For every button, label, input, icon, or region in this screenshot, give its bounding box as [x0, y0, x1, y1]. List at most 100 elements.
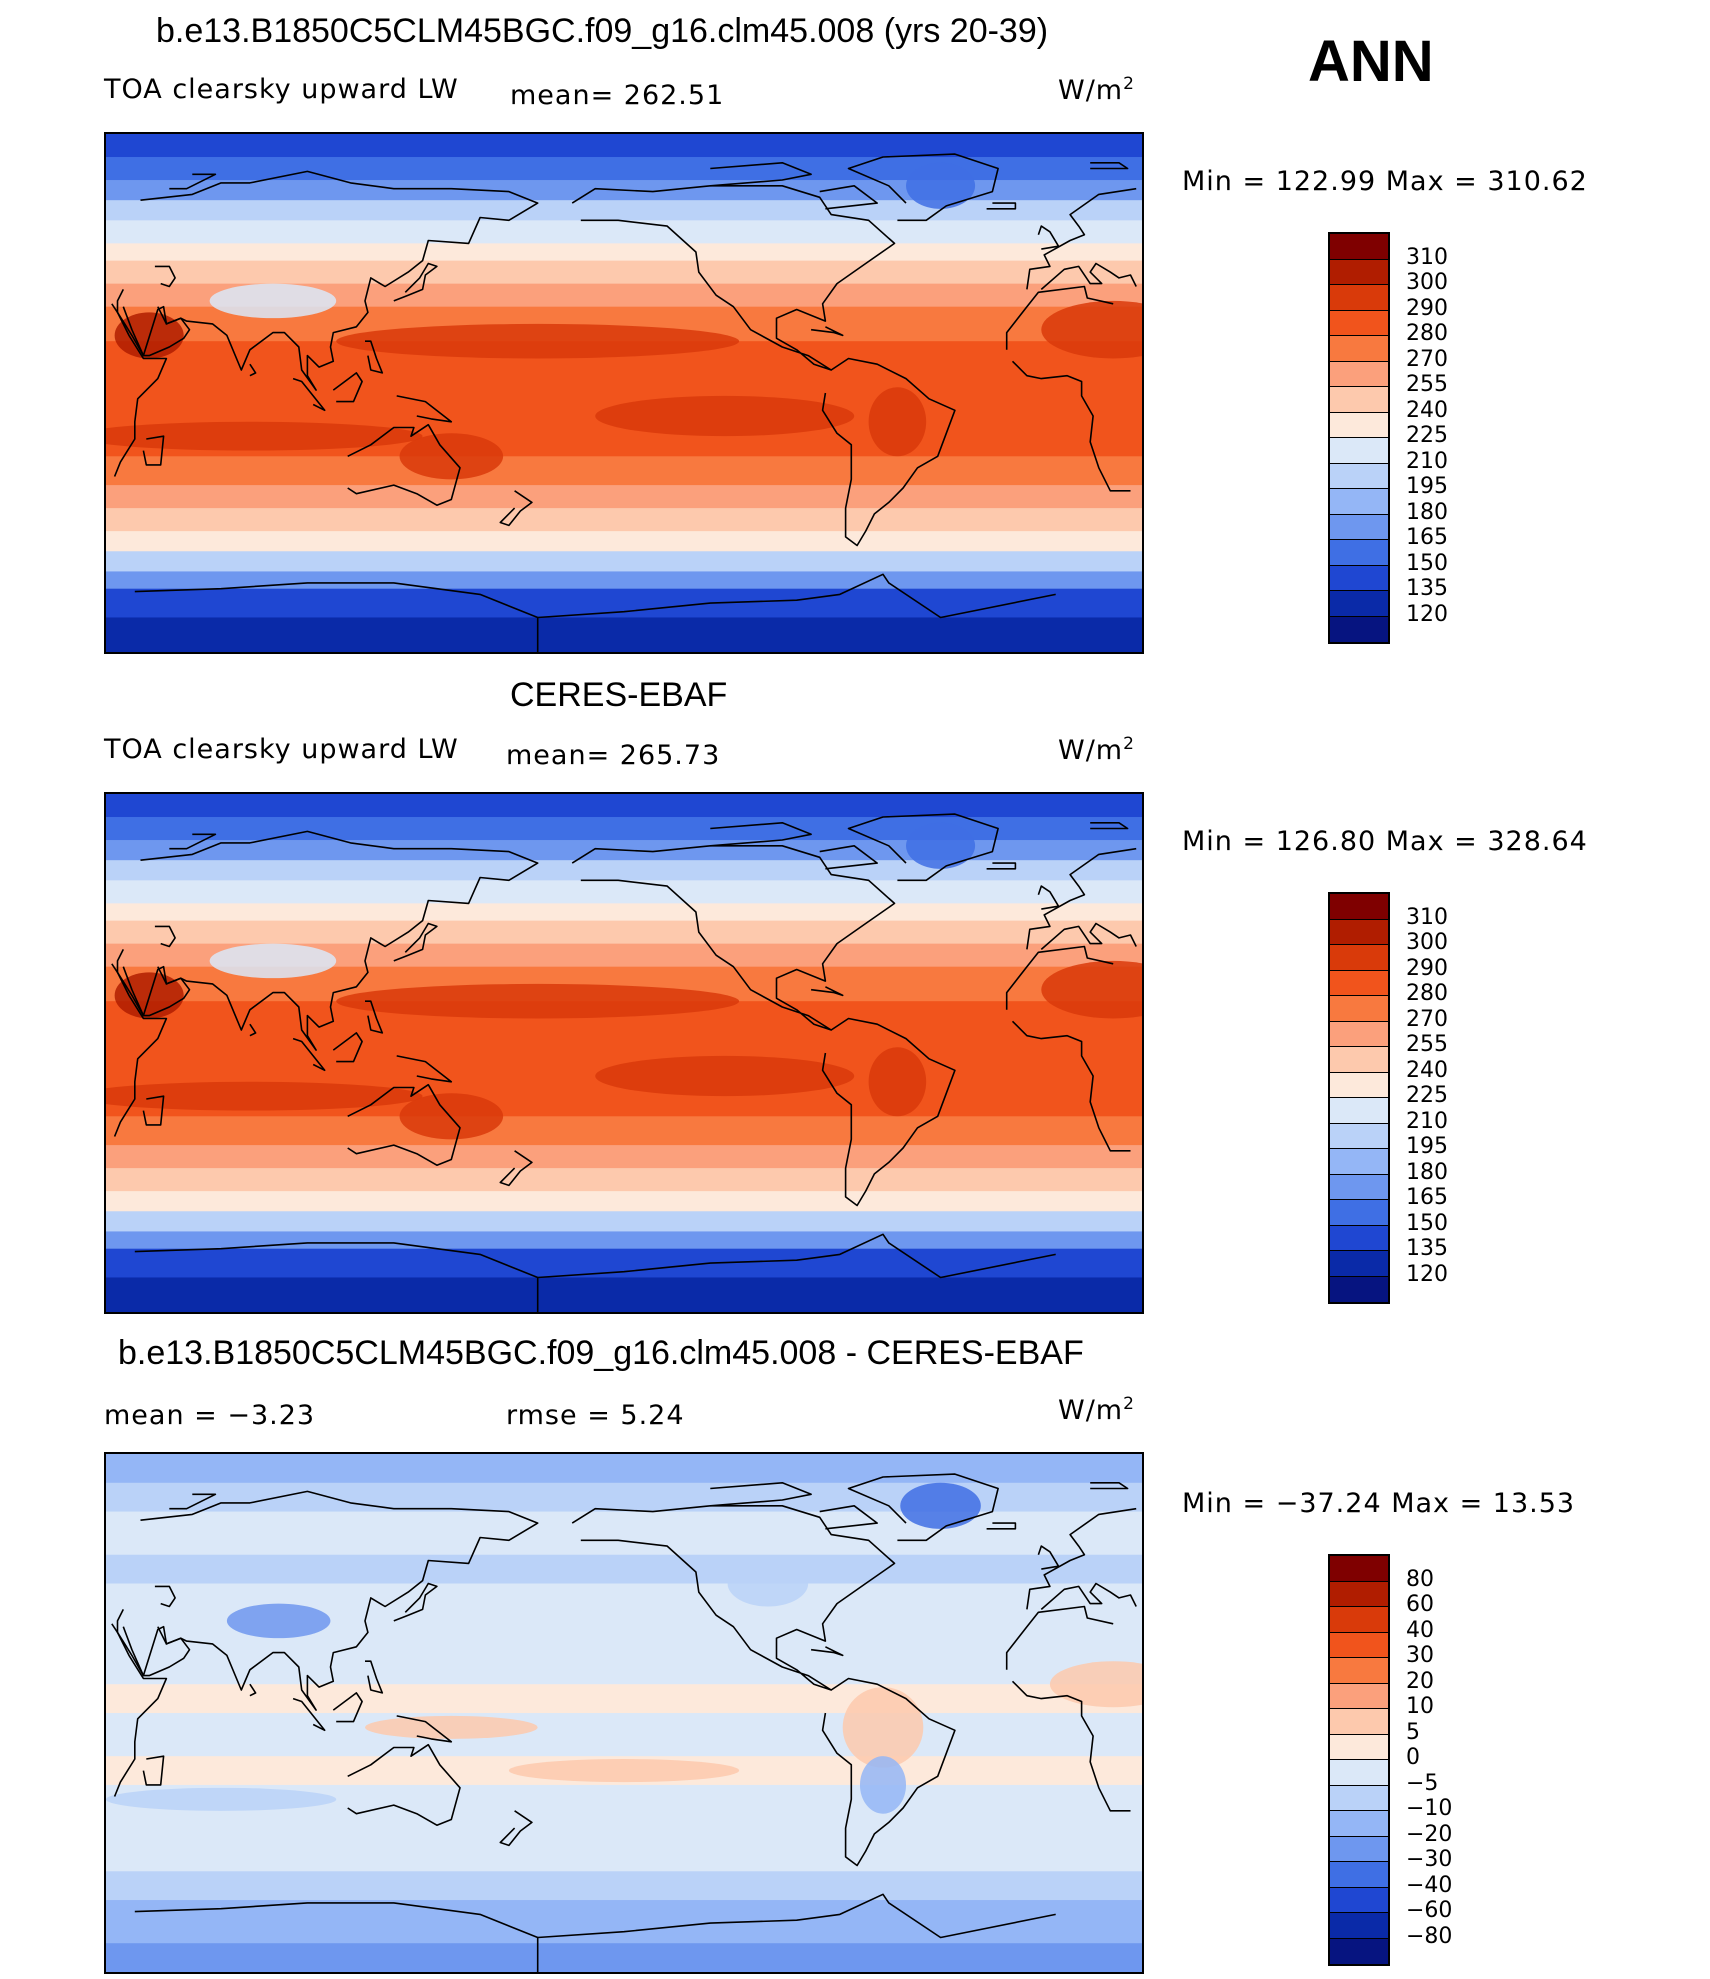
colorbar-tick-label: 225	[1406, 423, 1448, 448]
contour-band	[106, 1900, 1142, 1945]
coastline	[819, 184, 879, 210]
coastline	[122, 306, 191, 357]
coastline	[1090, 161, 1129, 170]
contour-map	[106, 794, 1142, 1312]
colorbar-swatch	[1330, 1021, 1388, 1047]
colorbar-swatch	[1330, 1581, 1388, 1607]
coastline	[142, 1755, 165, 1786]
coastline	[847, 153, 999, 222]
coastline	[154, 925, 176, 948]
coastline	[1037, 1545, 1060, 1570]
colorbar-swatch	[1330, 1913, 1388, 1939]
contour-band	[106, 880, 1142, 905]
coastline	[537, 573, 1056, 619]
coastline	[169, 833, 217, 850]
contour-band	[106, 200, 1142, 222]
panel-1-minmax: Min = 122.99 Max = 310.62	[1182, 166, 1588, 197]
coastline	[847, 813, 999, 882]
coastline	[710, 821, 812, 847]
colorbar-tick-label: 180	[1406, 499, 1448, 525]
colorbar-tick-label: 270	[1406, 346, 1448, 372]
colorbar-swatch	[1330, 336, 1388, 362]
colorbar-swatch	[1330, 412, 1388, 438]
colorbar-tick-label: 135	[1406, 576, 1448, 601]
contour-feature	[399, 433, 504, 480]
colorbar-swatch	[1330, 463, 1388, 489]
colorbar-swatch	[1330, 438, 1388, 464]
coastline	[710, 1481, 812, 1507]
coastline	[819, 844, 879, 870]
coastline	[986, 862, 1017, 870]
coastline	[986, 1522, 1017, 1530]
panel-2-variable-label: TOA clearsky upward LW	[104, 734, 459, 765]
coastline	[1005, 1605, 1114, 1670]
coastline	[396, 1715, 453, 1743]
coastline	[347, 423, 461, 507]
contour-band	[106, 220, 1142, 245]
panel-2-mean: mean= 265.73	[506, 740, 721, 771]
coastline	[821, 1017, 956, 1207]
coastline	[249, 1683, 257, 1697]
colorbar-tick-label: 195	[1406, 474, 1448, 499]
colorbar-tick-label: 255	[1406, 372, 1448, 397]
contour-band	[106, 1684, 1142, 1714]
contour-band	[106, 794, 1142, 819]
contour-feature	[595, 395, 855, 437]
colorbar-swatch	[1330, 1862, 1388, 1888]
contour-band	[106, 617, 1142, 652]
colorbar-swatch	[1330, 1658, 1388, 1684]
contour-feature	[1049, 1661, 1142, 1708]
colorbar-tick-label: 80	[1406, 1566, 1434, 1592]
contour-feature	[508, 1759, 740, 1783]
contour-map	[106, 134, 1142, 652]
contour-band	[106, 1454, 1142, 1484]
colorbar-tick-label: 310	[1406, 244, 1448, 270]
panel-1-units: W/m2	[1058, 74, 1135, 106]
coastline	[292, 1697, 326, 1732]
contour-feature	[336, 323, 740, 359]
colorbar-tick-label: 290	[1406, 295, 1448, 321]
contour-band	[106, 1871, 1142, 1902]
contour-feature	[1041, 300, 1142, 359]
coastline	[537, 1233, 1056, 1279]
colorbar-tick-label: 240	[1406, 397, 1448, 423]
contour-feature	[106, 1787, 337, 1811]
contour-band	[106, 1713, 1142, 1758]
contour-band	[106, 1554, 1142, 1585]
colorbar-swatch	[1330, 1709, 1388, 1735]
contour-band	[106, 157, 1142, 182]
panel-3-units: W/m2	[1058, 1394, 1135, 1426]
colorbar-swatch	[1330, 1072, 1388, 1098]
contour-band	[106, 1248, 1142, 1279]
colorbar-tick-label: 150	[1406, 550, 1448, 576]
colorbar-swatch	[1330, 970, 1388, 996]
coastline	[1026, 187, 1137, 290]
colorbar-swatch	[1330, 565, 1388, 591]
colorbar-swatch	[1330, 1123, 1388, 1149]
coastline	[347, 1743, 461, 1827]
colorbar-tick-label: 240	[1406, 1057, 1448, 1083]
contour-feature	[900, 1482, 981, 1529]
coastline	[347, 1083, 461, 1167]
coastline	[365, 1660, 384, 1694]
panel-2-map	[104, 792, 1144, 1314]
colorbar-tick-label: 0	[1406, 1745, 1420, 1770]
panel-3-map	[104, 1452, 1144, 1974]
colorbar-swatch	[1330, 1785, 1388, 1811]
colorbar-swatch	[1330, 387, 1388, 413]
coastline	[249, 1023, 257, 1037]
coastline	[537, 1893, 1056, 1939]
colorbar-tick-label: 225	[1406, 1083, 1448, 1108]
colorbar-tick-label: 30	[1406, 1643, 1434, 1668]
panel-1-mean: mean= 262.51	[510, 80, 725, 111]
panel-2-colorbar	[1328, 892, 1390, 1304]
coastline	[122, 966, 191, 1017]
contour-band	[106, 1943, 1142, 1972]
contour-feature	[906, 162, 976, 209]
colorbar-swatch	[1330, 285, 1388, 311]
contour-feature	[399, 1093, 504, 1140]
colorbar-tick-label: 135	[1406, 1236, 1448, 1261]
colorbar-swatch	[1330, 1149, 1388, 1175]
colorbar-tick-label: 165	[1406, 1185, 1448, 1210]
coastline	[499, 490, 533, 527]
